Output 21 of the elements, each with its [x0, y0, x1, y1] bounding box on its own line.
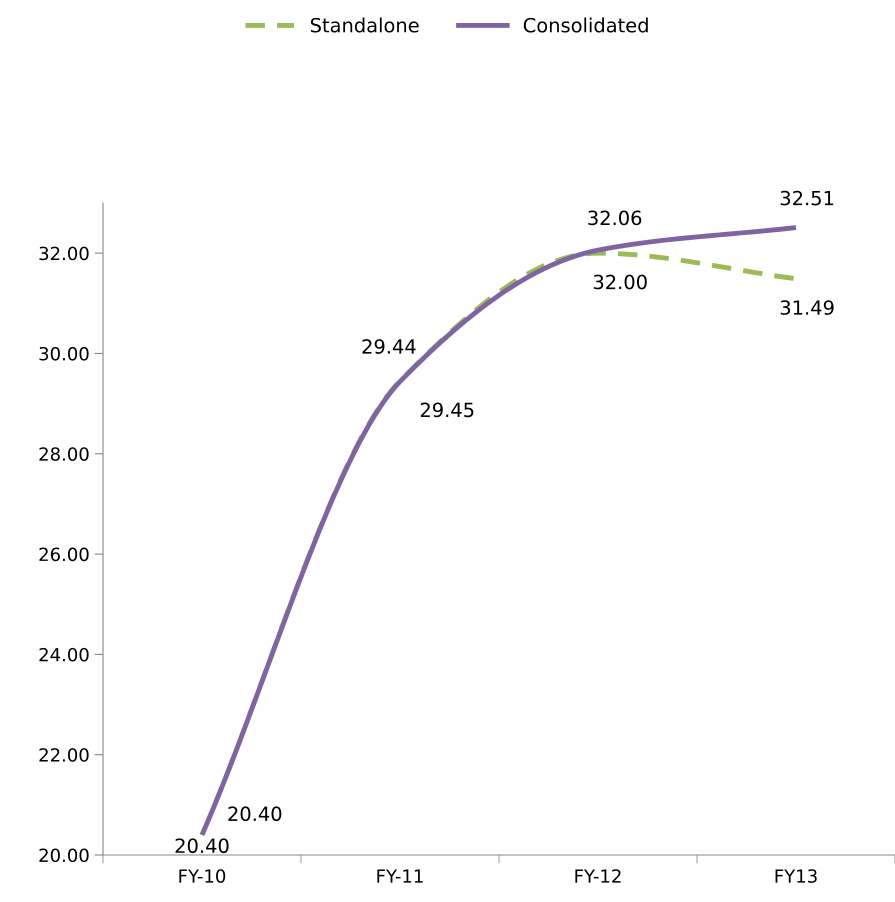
- legend-label: Consolidated: [524, 18, 648, 33]
- legend-label: Standalone: [310, 18, 419, 33]
- y-tick-label: 20.00: [39, 848, 89, 862]
- data-label: 32.00: [594, 274, 647, 290]
- data-label: 32.06: [588, 210, 642, 226]
- y-tick-label: 30.00: [39, 346, 89, 361]
- y-tick-label: 22.00: [39, 748, 89, 762]
- y-tick-label: 26.00: [39, 548, 89, 562]
- data-label: 20.40: [228, 806, 282, 822]
- x-tick-label: FY-11: [377, 869, 423, 883]
- y-tick-label: 28.00: [39, 447, 89, 461]
- data-label: 29.45: [420, 402, 474, 418]
- y-tick-label: 32.00: [39, 246, 89, 260]
- x-tick-label: FY-10: [179, 869, 226, 883]
- x-tick-label: FY13: [776, 869, 817, 883]
- data-label: 29.44: [362, 339, 416, 354]
- data-label: 32.51: [780, 190, 834, 206]
- y-tick-label: 24.00: [39, 648, 89, 662]
- x-tick-label: FY-12: [575, 869, 621, 883]
- data-label: 20.40: [176, 838, 229, 854]
- data-label: 31.49: [780, 300, 834, 315]
